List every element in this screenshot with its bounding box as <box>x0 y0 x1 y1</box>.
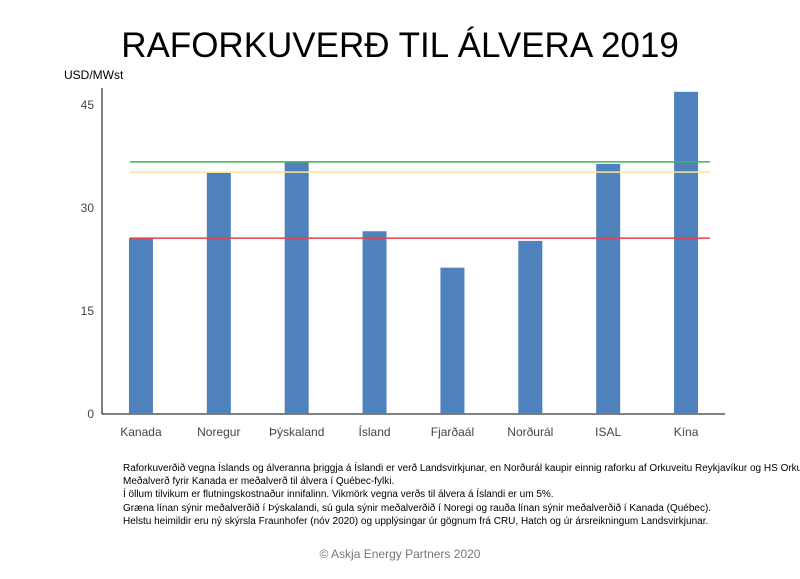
x-tick-label: Kanada <box>120 425 162 439</box>
x-tick-label: Norðurál <box>507 425 553 439</box>
chart-title: RAFORKUVERÐ TIL ÁLVERA 2019 <box>121 26 679 65</box>
footnote: Meðalverð fyrir Kanada er meðalverð til … <box>123 476 395 488</box>
footnote: Helstu heimildir eru ný skýrsla Fraunhof… <box>123 515 709 527</box>
y-axis-label: USD/MWst <box>64 68 124 82</box>
x-tick-label: Kína <box>674 425 699 439</box>
y-tick-label: 15 <box>81 304 95 318</box>
footnote: Raforkuverðið vegna Íslands og álveranna… <box>123 463 800 474</box>
footnote: Í öllum tilvikum er flutningskostnaður i… <box>123 489 554 501</box>
bar-Kína <box>674 91 699 414</box>
y-tick-label: 0 <box>87 407 94 421</box>
bar-Fjarðaál <box>440 267 465 414</box>
x-tick-label: Þýskaland <box>269 425 324 439</box>
x-tick-label: Fjarðaál <box>431 425 474 439</box>
y-tick-label: 30 <box>81 201 95 215</box>
x-tick-label: Noregur <box>197 425 240 439</box>
bar-Þýskaland <box>284 161 309 414</box>
bar-Ísland <box>362 231 387 414</box>
bar-Norðurál <box>518 240 543 414</box>
footnotes: Raforkuverðið vegna Íslands og álveranna… <box>123 462 800 528</box>
x-tick-label: ISAL <box>595 425 621 439</box>
footnote: Græna línan sýnir meðalverðið í Þýskalan… <box>123 502 712 514</box>
y-tick-label: 45 <box>81 98 95 112</box>
bar-Kanada <box>128 238 153 414</box>
copyright: © Askja Energy Partners 2020 <box>319 547 481 561</box>
bar-ISAL <box>596 163 621 414</box>
x-tick-label: Ísland <box>359 424 391 439</box>
bar-Noregur <box>206 172 231 414</box>
